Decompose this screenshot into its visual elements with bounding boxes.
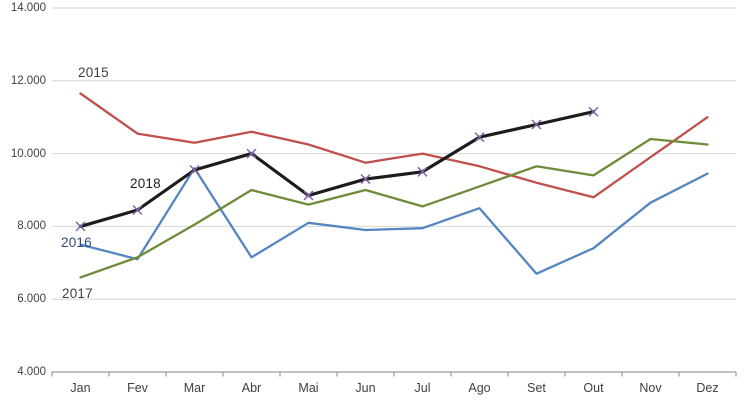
x-marker-2018 <box>531 119 542 130</box>
x-tick-label-dez: Dez <box>696 381 719 395</box>
y-tick-label: 12.000 <box>10 74 46 87</box>
y-tick-label: 8.000 <box>17 220 46 233</box>
x-marker-2018 <box>189 164 200 176</box>
x-tick-label-out: Out <box>583 381 604 395</box>
x-tick-label-set: Set <box>527 381 546 395</box>
y-tick-label: 4.000 <box>17 366 46 378</box>
x-tick-label-mai: Mai <box>298 381 319 395</box>
x-tick-label-ago: Ago <box>468 381 491 395</box>
x-tick-label-abr: Abr <box>241 381 262 395</box>
x-marker-2018 <box>246 148 257 159</box>
series-line-2018 <box>78 110 596 228</box>
y-tick-label: 10.000 <box>10 147 46 160</box>
y-tick-label: 14.000 <box>10 2 46 14</box>
y-tick-label: 6.000 <box>17 293 46 306</box>
x-marker-2018 <box>132 204 143 216</box>
series-label-2016: 2016 <box>61 235 92 250</box>
x-tick-label-mar: Mar <box>183 381 206 395</box>
x-tick-label-jan: Jan <box>70 381 91 395</box>
series-line-2016 <box>79 167 709 275</box>
series-line-2015 <box>79 92 709 199</box>
series-label-2015: 2015 <box>78 65 109 80</box>
x-tick-label-jun: Jun <box>355 381 376 395</box>
series-label-2018: 2018 <box>130 176 161 191</box>
x-marker-2018 <box>417 166 428 177</box>
series-line-2017 <box>79 137 709 279</box>
series-label-2017: 2017 <box>62 286 93 301</box>
x-tick-label-fev: Fev <box>127 381 148 395</box>
x-marker-2018 <box>75 221 86 232</box>
x-marker-2018 <box>474 132 485 143</box>
x-marker-2018 <box>303 190 314 201</box>
x-tick-label-nov: Nov <box>639 381 662 395</box>
x-tick-label-jul: Jul <box>414 381 431 395</box>
x-marker-2018 <box>360 174 371 185</box>
x-marker-2018 <box>588 106 599 117</box>
